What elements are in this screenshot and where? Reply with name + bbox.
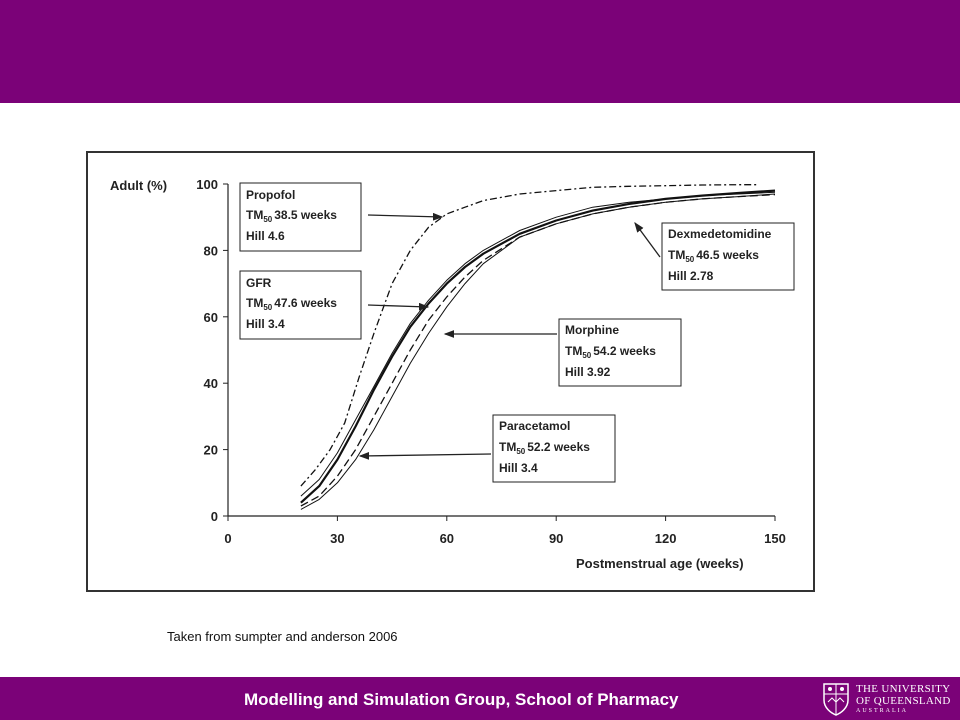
header-band bbox=[0, 0, 960, 103]
annotation-morphine-tm: TM50 54.2 weeks bbox=[565, 344, 656, 360]
annotation-gfr: GFR TM50 47.6 weeks Hill 3.4 bbox=[239, 270, 362, 340]
series-layer bbox=[300, 184, 776, 510]
x-tick-label: 150 bbox=[764, 531, 786, 546]
y-tick-label: 60 bbox=[204, 310, 218, 325]
x-axis-label: Postmenstrual age (weeks) bbox=[576, 556, 744, 571]
arrow-propofol bbox=[367, 212, 444, 221]
footer-band bbox=[0, 677, 960, 720]
y-tick-label: 40 bbox=[204, 376, 218, 391]
y-ticks: 0 20 40 60 80 100 bbox=[196, 177, 228, 524]
footer-title: Modelling and Simulation Group, School o… bbox=[244, 690, 679, 709]
arrow-dexmedetomidine bbox=[634, 221, 661, 258]
arrow-gfr bbox=[367, 302, 430, 311]
annotation-propofol: Propofol TM50 38.5 weeks Hill 4.6 bbox=[239, 182, 362, 252]
annotation-dexmedetomidine-tm: TM50 46.5 weeks bbox=[668, 248, 759, 264]
annotation-paracetamol: Paracetamol TM50 52.2 weeks Hill 3.4 bbox=[492, 414, 616, 483]
annotation-morphine-hill: Hill 3.92 bbox=[565, 365, 611, 379]
logo-line-3: AUSTRALIA bbox=[856, 708, 908, 714]
figure-frame: 0 20 40 60 80 100 0 30 60 90 120 150 Adult (%) Pos… bbox=[86, 151, 815, 592]
annotation-gfr-hill: Hill 3.4 bbox=[246, 317, 285, 331]
y-tick-label: 80 bbox=[204, 243, 218, 258]
logo-line-2: OF QUEENSLAND bbox=[856, 695, 951, 707]
x-tick-label: 90 bbox=[549, 531, 563, 546]
y-tick-label: 20 bbox=[204, 443, 218, 458]
annotation-gfr-tm: TM50 47.6 weeks bbox=[246, 296, 337, 312]
series-line-propofol bbox=[300, 184, 757, 487]
annotation-propofol-hill: Hill 4.6 bbox=[246, 229, 285, 243]
x-tick-label: 0 bbox=[224, 531, 231, 546]
x-ticks: 0 30 60 90 120 150 bbox=[224, 516, 786, 546]
crest-icon bbox=[823, 683, 849, 716]
x-tick-label: 120 bbox=[655, 531, 677, 546]
annotation-gfr-title: GFR bbox=[246, 276, 272, 290]
series-line-morphine bbox=[300, 193, 776, 510]
annotation-morphine: Morphine TM50 54.2 weeks Hill 3.92 bbox=[558, 318, 682, 387]
y-tick-label: 0 bbox=[211, 509, 218, 524]
annotation-dexmedetomidine: Dexmedetomidine TM50 46.5 weeks Hill 2.78 bbox=[661, 222, 795, 291]
annotation-propofol-title: Propofol bbox=[246, 188, 295, 202]
annotation-morphine-title: Morphine bbox=[565, 323, 619, 337]
series-line-dexmedetomidine bbox=[300, 189, 776, 504]
x-tick-label: 60 bbox=[440, 531, 454, 546]
x-tick-label: 30 bbox=[330, 531, 344, 546]
annotation-paracetamol-title: Paracetamol bbox=[499, 419, 570, 433]
annotation-dexmedetomidine-title: Dexmedetomidine bbox=[668, 227, 772, 241]
annotation-propofol-tm: TM50 38.5 weeks bbox=[246, 208, 337, 224]
figure-caption: Taken from sumpter and anderson 2006 bbox=[167, 629, 398, 644]
annotation-paracetamol-tm: TM50 52.2 weeks bbox=[499, 440, 590, 456]
arrow-paracetamol bbox=[358, 451, 492, 460]
logo-line-1: THE UNIVERSITY bbox=[856, 683, 951, 695]
y-axis-label: Adult (%) bbox=[110, 178, 167, 193]
annotation-dexmedetomidine-hill: Hill 2.78 bbox=[668, 269, 714, 283]
maturation-chart: 0 20 40 60 80 100 0 30 60 90 120 150 Adult (%) Pos… bbox=[110, 177, 795, 571]
y-tick-label: 100 bbox=[196, 177, 218, 192]
annotation-paracetamol-hill: Hill 3.4 bbox=[499, 461, 538, 475]
university-logo: THE UNIVERSITY OF QUEENSLAND AUSTRALIA bbox=[822, 682, 952, 718]
